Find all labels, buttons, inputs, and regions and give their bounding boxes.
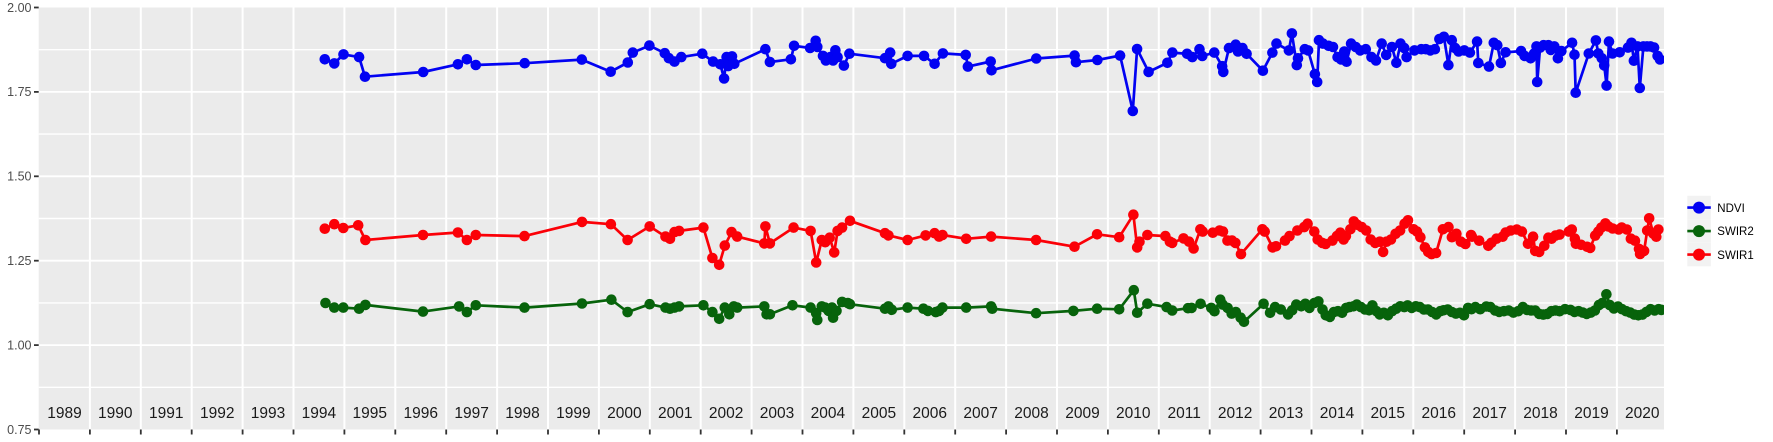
svg-text:2000: 2000 xyxy=(607,405,642,422)
svg-text:2005: 2005 xyxy=(862,405,896,422)
svg-text:1993: 1993 xyxy=(251,405,285,422)
svg-text:2016: 2016 xyxy=(1422,405,1456,422)
svg-text:1995: 1995 xyxy=(353,405,387,422)
svg-text:2004: 2004 xyxy=(811,405,846,422)
svg-text:1989: 1989 xyxy=(47,405,81,422)
svg-text:2002: 2002 xyxy=(709,405,743,422)
svg-text:1.75: 1.75 xyxy=(7,85,31,99)
svg-text:1990: 1990 xyxy=(98,405,133,422)
svg-text:SWIR1: SWIR1 xyxy=(1717,250,1753,262)
svg-text:2020: 2020 xyxy=(1625,405,1660,422)
svg-text:0.75: 0.75 xyxy=(7,423,31,437)
svg-text:2013: 2013 xyxy=(1269,405,1303,422)
svg-text:2011: 2011 xyxy=(1168,405,1201,422)
svg-text:2003: 2003 xyxy=(760,405,794,422)
svg-text:1996: 1996 xyxy=(404,405,438,422)
svg-text:2009: 2009 xyxy=(1065,405,1099,422)
svg-text:2010: 2010 xyxy=(1116,405,1151,422)
svg-text:SWIR2: SWIR2 xyxy=(1717,226,1753,238)
svg-text:2014: 2014 xyxy=(1320,405,1355,422)
svg-text:2007: 2007 xyxy=(963,405,997,422)
svg-text:1994: 1994 xyxy=(302,405,337,422)
svg-text:2006: 2006 xyxy=(913,405,947,422)
svg-text:1.00: 1.00 xyxy=(7,338,31,352)
svg-text:2008: 2008 xyxy=(1014,405,1048,422)
svg-text:NDVI: NDVI xyxy=(1717,203,1744,215)
svg-text:2.00: 2.00 xyxy=(7,1,31,15)
svg-text:2001: 2001 xyxy=(658,405,692,422)
svg-text:1991: 1991 xyxy=(149,405,183,422)
svg-text:2015: 2015 xyxy=(1371,405,1405,422)
svg-text:1.25: 1.25 xyxy=(7,254,31,268)
svg-text:2017: 2017 xyxy=(1472,405,1506,422)
svg-text:2018: 2018 xyxy=(1523,405,1557,422)
svg-text:2019: 2019 xyxy=(1574,405,1608,422)
svg-text:1998: 1998 xyxy=(505,405,539,422)
svg-text:1.50: 1.50 xyxy=(7,170,31,184)
svg-text:1997: 1997 xyxy=(454,405,488,422)
svg-text:1992: 1992 xyxy=(200,405,234,422)
svg-text:2012: 2012 xyxy=(1218,405,1252,422)
svg-text:1999: 1999 xyxy=(556,405,590,422)
